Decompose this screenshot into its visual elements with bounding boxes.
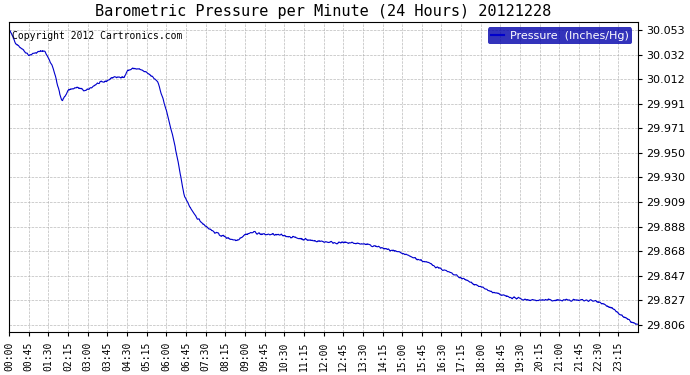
Title: Barometric Pressure per Minute (24 Hours) 20121228: Barometric Pressure per Minute (24 Hours… <box>95 4 551 19</box>
Text: Copyright 2012 Cartronics.com: Copyright 2012 Cartronics.com <box>12 31 183 41</box>
Legend: Pressure  (Inches/Hg): Pressure (Inches/Hg) <box>488 27 632 44</box>
